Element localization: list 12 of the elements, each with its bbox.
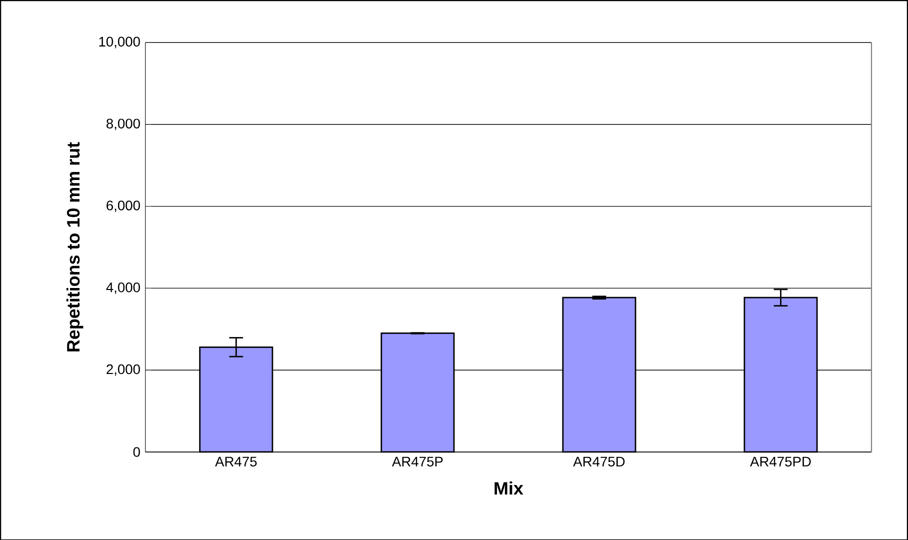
x-tick-label: AR475D [573, 456, 625, 466]
y-tick-label: 10,000 [99, 36, 140, 48]
x-axis-title: Mix [494, 481, 524, 494]
y-tick-label: 4,000 [106, 282, 140, 294]
y-tick-label: 0 [133, 446, 140, 457]
x-tick-label: AR475 [215, 456, 257, 466]
y-tick-label: 8,000 [106, 118, 140, 130]
y-tick-label: 6,000 [106, 200, 140, 212]
x-tick-label: AR475P [392, 456, 443, 466]
x-tick-label: AR475PD [750, 456, 811, 466]
y-axis-title: Repetitions to 10 mm rut [66, 142, 84, 352]
y-tick-label: 2,000 [106, 364, 140, 376]
